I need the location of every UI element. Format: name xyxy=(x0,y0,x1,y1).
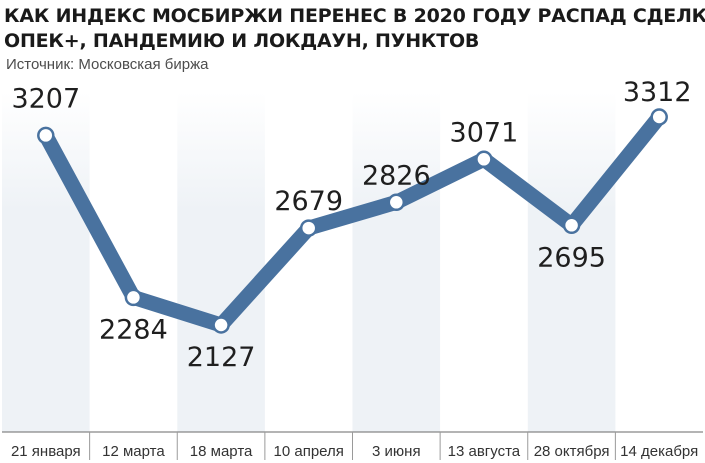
data-label: 2826 xyxy=(362,160,431,191)
data-label: 3207 xyxy=(11,83,80,114)
chart-band xyxy=(527,92,616,432)
data-label: 2284 xyxy=(99,314,168,345)
series-line xyxy=(38,109,667,333)
chart-title-line-2: ОПЕК+, ПАНДЕМИЮ И ЛОКДАУН, ПУНКТОВ xyxy=(4,30,480,52)
x-tick-label: 14 декабря xyxy=(620,443,698,460)
x-tick-label: 28 октября xyxy=(534,443,610,460)
data-point xyxy=(650,108,668,126)
x-tick-label: 12 марта xyxy=(102,443,165,460)
chart-band xyxy=(177,92,265,432)
chart-title-line-1: КАК ИНДЕКС МОСБИРЖИ ПЕРЕНЕС В 2020 ГОДУ … xyxy=(4,5,705,27)
data-point xyxy=(299,219,318,237)
data-point xyxy=(387,193,406,212)
chart-source: Источник: Московская биржа xyxy=(6,56,209,73)
data-point xyxy=(562,216,581,235)
chart-title: КАК ИНДЕКС МОСБИРЖИ ПЕРЕНЕС В 2020 ГОДУ … xyxy=(4,4,705,54)
data-label: 2695 xyxy=(537,242,606,273)
data-label: 2679 xyxy=(274,186,343,217)
chart-band xyxy=(352,92,441,432)
data-label: 3312 xyxy=(623,77,692,108)
x-tick-label: 13 августа xyxy=(448,443,521,460)
x-tick-label: 21 января xyxy=(11,443,81,460)
data-label: 3071 xyxy=(450,117,519,148)
data-point xyxy=(475,150,493,169)
data-point xyxy=(124,288,143,307)
x-tick-label: 10 апреля xyxy=(274,443,344,460)
data-label: 2127 xyxy=(187,342,256,373)
data-point xyxy=(212,316,230,334)
x-tick-label: 3 июня xyxy=(372,443,421,460)
x-tick-label: 18 марта xyxy=(190,443,253,460)
data-point xyxy=(37,126,55,145)
